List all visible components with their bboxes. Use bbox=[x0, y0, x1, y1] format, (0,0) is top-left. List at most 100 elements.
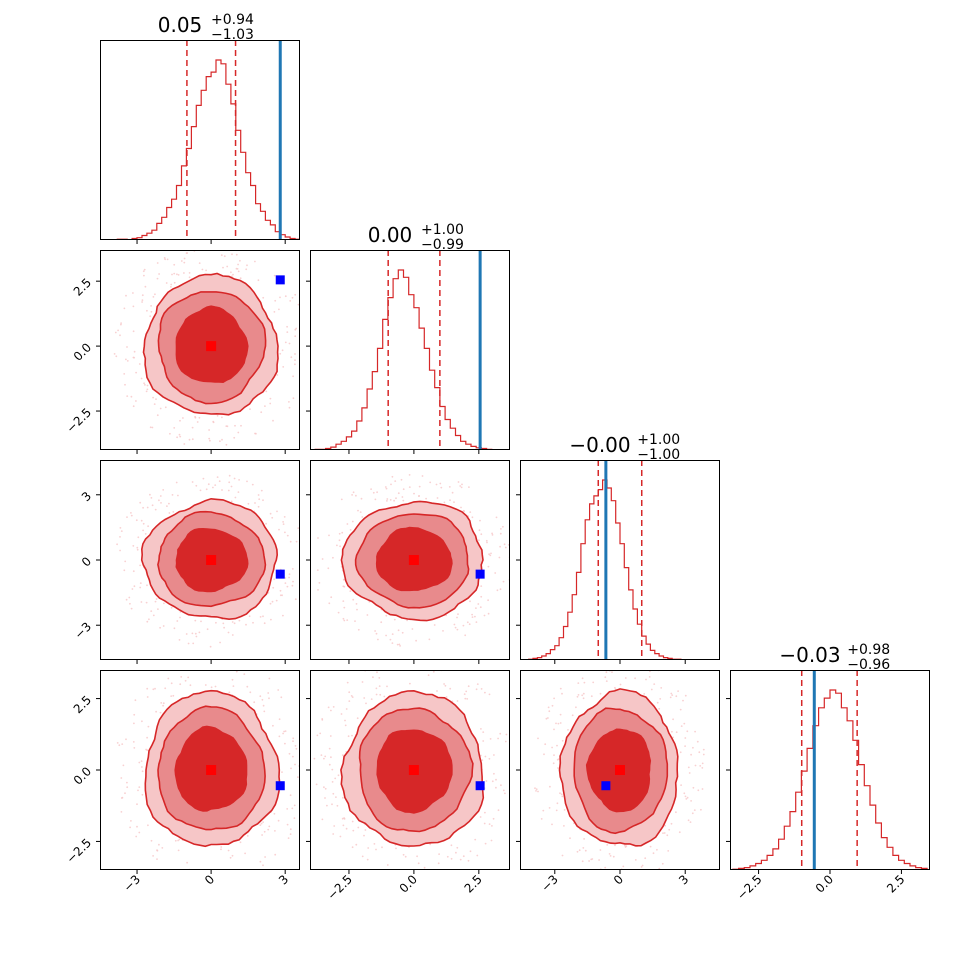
sample-point bbox=[487, 565, 490, 568]
median-marker bbox=[206, 765, 217, 775]
sample-point bbox=[622, 865, 625, 868]
sample-point bbox=[378, 685, 381, 687]
sample-point bbox=[150, 310, 153, 313]
sample-point bbox=[173, 427, 176, 429]
sample-point bbox=[159, 626, 162, 629]
sample-point bbox=[404, 855, 407, 858]
sample-point bbox=[294, 353, 296, 355]
sample-point bbox=[649, 845, 652, 848]
sample-point bbox=[163, 602, 165, 605]
sample-point bbox=[361, 516, 364, 518]
sample-point bbox=[582, 697, 585, 700]
sample-point bbox=[278, 308, 280, 311]
sample-point bbox=[150, 305, 153, 307]
sample-point bbox=[355, 603, 358, 605]
sample-point bbox=[121, 796, 124, 799]
sample-point bbox=[135, 519, 138, 522]
sample-point bbox=[372, 668, 374, 670]
sample-point bbox=[352, 598, 355, 601]
sample-point bbox=[284, 341, 287, 344]
sample-point bbox=[614, 844, 616, 847]
sample-point bbox=[502, 525, 504, 528]
sample-point bbox=[449, 499, 451, 502]
sample-point bbox=[450, 857, 453, 860]
sample-point bbox=[330, 709, 332, 712]
sample-point bbox=[653, 664, 655, 666]
sample-point bbox=[221, 666, 223, 668]
sample-point bbox=[401, 631, 404, 634]
sample-point bbox=[690, 800, 692, 802]
sample-point bbox=[141, 301, 144, 303]
sample-point bbox=[356, 608, 358, 611]
sample-point bbox=[133, 585, 136, 588]
sample-point bbox=[238, 619, 241, 622]
sample-point bbox=[583, 838, 585, 840]
sample-point bbox=[152, 688, 155, 691]
sample-point bbox=[459, 858, 462, 861]
histogram-panel-0: 0.05 +0.94−1.03 bbox=[100, 12, 300, 244]
sample-point bbox=[210, 686, 213, 689]
sample-point bbox=[469, 511, 472, 513]
sample-point bbox=[659, 698, 662, 700]
sample-point bbox=[268, 697, 270, 700]
sample-point bbox=[418, 485, 421, 488]
sample-point bbox=[284, 742, 286, 745]
sample-point bbox=[490, 552, 492, 555]
sample-point bbox=[330, 596, 333, 599]
sample-point bbox=[214, 484, 217, 486]
sample-point bbox=[221, 656, 223, 658]
sample-point bbox=[394, 876, 396, 878]
sample-point bbox=[233, 622, 236, 625]
sample-point bbox=[422, 877, 424, 879]
sample-point bbox=[689, 821, 692, 823]
sample-point bbox=[337, 611, 340, 614]
sample-point bbox=[261, 698, 264, 701]
sample-point bbox=[495, 786, 497, 789]
sample-point bbox=[232, 273, 234, 276]
sample-point bbox=[262, 821, 264, 823]
sample-point bbox=[116, 543, 118, 546]
sample-point bbox=[389, 499, 392, 501]
sample-point bbox=[660, 687, 663, 689]
sample-point bbox=[535, 788, 538, 791]
sample-point bbox=[302, 542, 304, 544]
sample-point bbox=[375, 632, 378, 635]
sample-point bbox=[113, 353, 116, 355]
sample-point bbox=[439, 482, 442, 485]
sample-point bbox=[476, 854, 479, 857]
sample-point bbox=[202, 477, 205, 480]
sample-point bbox=[282, 732, 284, 735]
sample-point bbox=[124, 792, 126, 795]
sample-point bbox=[446, 877, 448, 879]
sample-point bbox=[205, 488, 208, 491]
sample-point bbox=[343, 619, 346, 622]
sample-point bbox=[156, 858, 158, 860]
truth-marker bbox=[601, 781, 611, 791]
sample-point bbox=[221, 416, 223, 419]
sample-point bbox=[534, 787, 536, 790]
sample-point bbox=[231, 854, 234, 857]
sample-point bbox=[423, 872, 425, 874]
x-tick-label: −2.5 bbox=[734, 872, 765, 903]
scatter-panel-2-1 bbox=[306, 460, 510, 664]
sample-point bbox=[129, 826, 132, 829]
sample-point bbox=[194, 619, 197, 622]
sample-point bbox=[479, 816, 482, 818]
sample-point bbox=[282, 521, 284, 523]
sample-point bbox=[680, 784, 682, 786]
sample-point bbox=[542, 809, 545, 812]
truth-marker bbox=[475, 569, 485, 579]
sample-point bbox=[561, 854, 564, 857]
sample-point bbox=[244, 852, 247, 855]
sample-point bbox=[467, 685, 470, 688]
sample-point bbox=[227, 631, 230, 634]
sample-point bbox=[402, 488, 405, 491]
sample-point bbox=[498, 556, 501, 559]
sample-point bbox=[294, 763, 296, 766]
sample-point bbox=[263, 622, 266, 625]
sample-point bbox=[549, 785, 551, 788]
sample-point bbox=[336, 804, 339, 807]
sample-point bbox=[191, 426, 194, 429]
sample-point bbox=[455, 851, 457, 854]
y-tick-label: 0.0 bbox=[71, 764, 94, 787]
